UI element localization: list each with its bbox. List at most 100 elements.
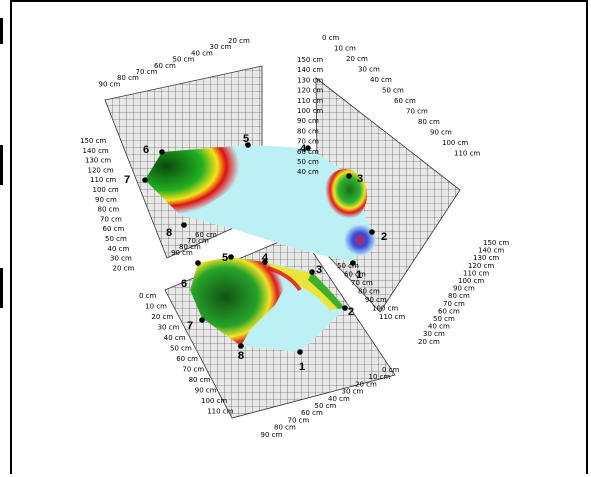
upper-point-2-label: 2 — [381, 231, 387, 243]
lower-point-6-marker — [195, 260, 201, 266]
floor-right-tick-label: 0 cm — [382, 366, 400, 374]
floor-left-tick-label: 0 cm — [139, 292, 157, 300]
back-left-vertical-tick-label: 40 cm — [108, 245, 130, 253]
back-right-vertical-tick-label: 130 cm — [297, 76, 323, 84]
back-right-top-tick-label: 70 cm — [406, 108, 428, 116]
upper-point-4-marker — [305, 145, 311, 151]
back-right-top-tick-label: 0 cm — [322, 34, 340, 42]
right-vertical-tick-label: 20 cm — [418, 338, 440, 346]
floor-left-tick-label: 90 cm — [195, 387, 217, 395]
lower-surface — [190, 257, 345, 352]
left-edge-marker — [0, 268, 3, 308]
back-left-top-tick-label: 90 cm — [99, 80, 121, 88]
back-right-top-tick-label: 60 cm — [394, 97, 416, 105]
lower-point-1-marker — [297, 349, 303, 355]
right-vertical-tick-label: 80 cm — [448, 292, 470, 300]
back-left-vertical-tick-label: 30 cm — [110, 255, 132, 263]
floor-right-tick-label: 80 cm — [274, 424, 296, 432]
floor-left-axis-labels: 0 cm 10 cm 20 cm 30 cm 40 cm 50 cm 60 cm 70 cm 8… — [139, 292, 234, 416]
lower-point-4-label: 4 — [262, 252, 269, 264]
upper-point-1-label: 1 — [356, 269, 362, 281]
back-left-vertical-tick-label: 60 cm — [103, 225, 125, 233]
back-right-vertical-tick-label: 100 cm — [297, 107, 323, 115]
floor-left-tick-label: 40 cm — [164, 334, 186, 342]
mid-center-tick-label: 100 cm — [372, 305, 398, 313]
lower-point-3-label: 3 — [316, 264, 322, 276]
back-right-vertical-tick-label: 70 cm — [297, 138, 319, 146]
floor-right-tick-label: 50 cm — [315, 402, 337, 410]
left-edge-marker — [0, 145, 3, 185]
floor-right-tick-label: 40 cm — [328, 395, 350, 403]
floor-right-tick-label: 30 cm — [342, 388, 364, 396]
upper-point-8-label: 8 — [166, 227, 172, 239]
right-vertical-tick-label: 110 cm — [463, 269, 489, 277]
back-left-vertical-tick-label: 100 cm — [93, 186, 119, 194]
back-left-vertical-tick-label: 110 cm — [90, 176, 116, 184]
floor-left-tick-label: 70 cm — [182, 366, 204, 374]
right-vertical-tick-label: 150 cm — [483, 239, 509, 247]
lower-point-7-marker — [199, 317, 205, 323]
upper-point-4-label: 4 — [300, 143, 307, 155]
floor-right-tick-label: 60 cm — [301, 409, 323, 417]
upper-surface — [145, 145, 376, 262]
lower-point-5-marker — [228, 254, 234, 260]
back-left-vertical-tick-label: 120 cm — [88, 166, 114, 174]
mid-center-tick-label: 90 cm — [365, 296, 387, 304]
lower-point-2-label: 2 — [348, 306, 354, 318]
back-left-vertical-tick-label: 80 cm — [98, 206, 120, 214]
back-right-top-tick-label: 20 cm — [346, 55, 368, 63]
lower-point-4-marker — [262, 259, 268, 265]
right-vertical-tick-label: 30 cm — [423, 330, 445, 338]
floor-left-tick-label: 80 cm — [189, 376, 211, 384]
mid-center-tick-label: 80 cm — [358, 288, 380, 296]
mid-left-tick-label: 80 cm — [179, 243, 201, 251]
lower-point-8-marker — [238, 343, 244, 349]
mid-center-tick-label: 70 cm — [351, 279, 373, 287]
mid-left-tick-label: 60 cm — [195, 231, 217, 239]
back-left-vertical-tick-label: 150 cm — [80, 137, 106, 145]
back-right-vertical-tick-label: 140 cm — [297, 66, 323, 74]
back-left-vertical-tick-label: 140 cm — [83, 147, 109, 155]
mid-left-tick-label: 70 cm — [187, 237, 209, 245]
floor-left-tick-label: 60 cm — [176, 355, 198, 363]
lower-point-1-label: 1 — [299, 361, 305, 373]
left-edge-marker — [0, 18, 3, 44]
viewport-frame — [10, 0, 588, 474]
floor-right-tick-label: 90 cm — [261, 431, 283, 439]
mid-left-tick-label: 90 cm — [171, 249, 193, 257]
lower-point-3-marker — [309, 269, 315, 275]
lower-point-2-marker — [342, 305, 348, 311]
floor-left-tick-label: 50 cm — [170, 345, 192, 353]
back-right-vertical-tick-label: 80 cm — [297, 127, 319, 135]
mid-center-tick-label: 50 cm — [337, 262, 359, 270]
floor-right-tick-label: 10 cm — [369, 373, 391, 381]
upper-point-5-marker — [245, 142, 251, 148]
back-left-top-tick-label: 60 cm — [154, 62, 176, 70]
right-vertical-tick-label: 120 cm — [468, 262, 494, 270]
back-left-top-tick-label: 20 cm — [228, 37, 250, 45]
right-vertical-tick-label: 50 cm — [433, 315, 455, 323]
back-right-top-tick-label: 110 cm — [454, 150, 480, 158]
lower-point-8-label: 8 — [238, 350, 244, 362]
back-right-top-tick-label: 10 cm — [334, 45, 356, 53]
mid-center-tick-label: 60 cm — [344, 271, 366, 279]
floor-right-tick-label: 20 cm — [355, 380, 377, 388]
upper-point-3-label: 3 — [357, 173, 363, 185]
right-vertical-tick-label: 130 cm — [473, 254, 499, 262]
back-left-vertical-tick-label: 130 cm — [85, 157, 111, 165]
back-left-vertical-tick-label: 90 cm — [95, 196, 117, 204]
back-left-vertical-tick-label: 20 cm — [113, 264, 135, 272]
upper-point-7-label: 7 — [124, 174, 130, 186]
right-vertical-tick-label: 140 cm — [478, 247, 504, 255]
back-left-vertical-tick-label: 50 cm — [105, 235, 127, 243]
upper-point-6-marker — [159, 149, 165, 155]
back-right-top-axis-labels: 0 cm 10 cm 20 cm 30 cm 40 cm 50 cm 60 cm 70 cm 8… — [322, 34, 480, 158]
right-vertical-tick-label: 40 cm — [428, 323, 450, 331]
